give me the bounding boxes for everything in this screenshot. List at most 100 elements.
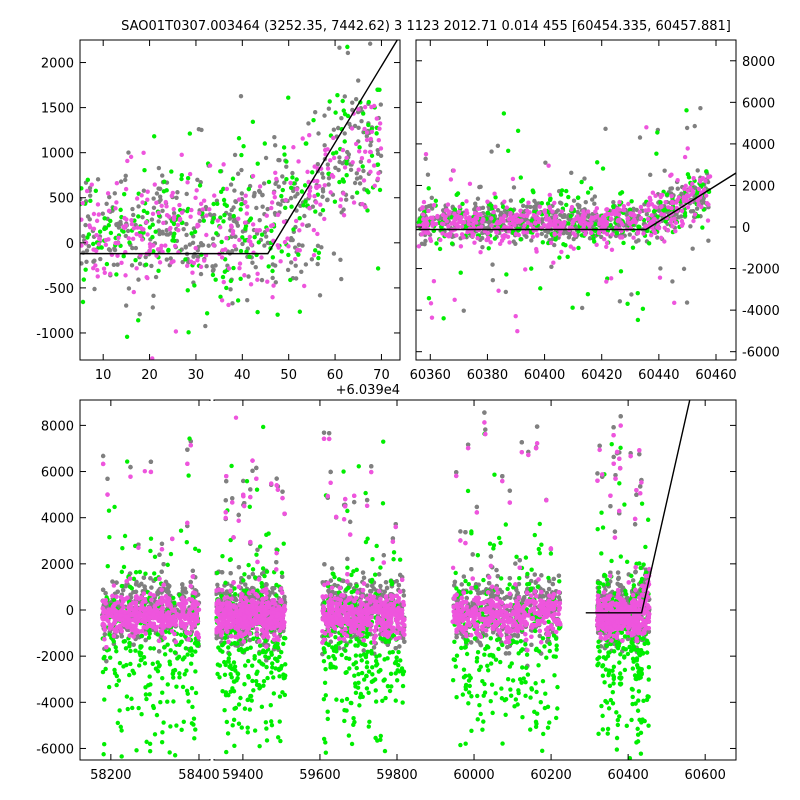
data-point-green — [108, 230, 114, 236]
data-point-green — [529, 218, 534, 223]
data-point-magenta — [215, 218, 220, 223]
data-point-magenta — [331, 155, 337, 161]
data-point-magenta — [111, 633, 117, 639]
data-point-magenta — [207, 163, 213, 168]
data-point-green — [150, 222, 155, 227]
data-point-green — [518, 237, 523, 242]
data-point-grey — [191, 254, 196, 259]
data-point-magenta — [275, 212, 281, 218]
data-point-magenta — [690, 181, 695, 187]
data-point-green — [161, 189, 167, 194]
data-point-magenta — [95, 202, 101, 207]
data-point-magenta — [620, 222, 625, 227]
scatter-points — [100, 436, 202, 759]
data-point-magenta — [655, 225, 660, 230]
data-point-magenta — [609, 232, 615, 237]
data-point-grey — [257, 217, 262, 223]
data-point-green — [255, 161, 260, 166]
data-point-magenta — [176, 228, 181, 233]
data-point-green — [171, 675, 176, 680]
data-point-magenta — [104, 644, 109, 650]
data-point-green — [179, 727, 184, 733]
data-point-grey — [321, 175, 326, 180]
data-point-magenta — [170, 536, 175, 542]
data-point-grey — [130, 206, 135, 212]
data-point-grey — [590, 212, 595, 217]
data-point-green — [218, 169, 223, 174]
data-point-green — [252, 234, 257, 240]
data-point-green — [360, 164, 365, 169]
data-point-magenta — [492, 191, 497, 196]
data-point-grey — [375, 147, 380, 153]
data-point-green — [106, 508, 112, 513]
data-point-green — [426, 296, 432, 301]
data-point-green — [189, 648, 194, 653]
data-point-magenta — [457, 204, 462, 209]
data-point-green — [646, 241, 652, 246]
data-point-green — [259, 232, 265, 237]
data-point-magenta — [102, 627, 108, 633]
data-point-green — [621, 240, 626, 246]
data-point-magenta — [442, 216, 448, 222]
data-point-grey — [261, 181, 267, 186]
data-point-green — [187, 436, 192, 441]
data-point-grey — [655, 235, 660, 240]
data-point-magenta — [356, 107, 361, 112]
data-point-green — [238, 248, 244, 254]
data-point-grey — [171, 210, 177, 216]
data-point-magenta — [177, 217, 183, 223]
data-point-grey — [257, 189, 263, 195]
data-point-magenta — [429, 315, 435, 320]
data-point-grey — [190, 568, 196, 573]
data-point-magenta — [147, 241, 153, 247]
data-point-grey — [358, 175, 363, 180]
data-point-magenta — [243, 199, 248, 205]
data-point-magenta — [237, 265, 242, 271]
data-point-grey — [272, 134, 277, 140]
data-point-grey — [284, 164, 289, 169]
data-point-green — [193, 649, 198, 654]
data-point-green — [148, 646, 153, 651]
data-point-grey — [700, 198, 706, 203]
data-point-green — [112, 671, 118, 676]
data-point-grey — [336, 167, 341, 173]
data-point-green — [246, 186, 252, 192]
data-point-magenta — [190, 270, 195, 275]
data-point-green — [124, 459, 130, 464]
x-tick-label: 70 — [373, 368, 390, 383]
data-point-green — [270, 268, 275, 274]
data-point-magenta — [108, 271, 113, 277]
data-point-green — [344, 173, 349, 178]
data-point-magenta — [188, 214, 193, 219]
data-point-magenta — [173, 639, 178, 645]
data-point-grey — [358, 159, 364, 165]
data-point-green — [119, 569, 125, 575]
data-point-magenta — [470, 233, 475, 239]
data-point-green — [129, 696, 134, 702]
data-point-green — [184, 539, 190, 545]
data-point-grey — [331, 127, 337, 132]
data-point-magenta — [179, 623, 184, 629]
data-point-green — [147, 741, 153, 747]
data-point-green — [365, 208, 370, 213]
data-point-magenta — [118, 594, 124, 600]
data-point-magenta — [169, 628, 175, 634]
data-point-magenta — [317, 183, 322, 189]
data-point-grey — [508, 198, 514, 203]
data-point-magenta — [652, 204, 657, 209]
data-point-grey — [690, 246, 695, 251]
data-point-grey — [158, 186, 163, 192]
data-point-grey — [299, 269, 304, 274]
data-point-grey — [461, 308, 466, 313]
data-point-magenta — [498, 218, 503, 224]
data-point-magenta — [371, 163, 377, 168]
data-point-green — [112, 667, 117, 673]
data-point-grey — [688, 224, 693, 229]
data-point-grey — [599, 234, 604, 240]
data-point-magenta — [559, 249, 564, 255]
data-point-green — [134, 748, 139, 753]
data-point-magenta — [242, 273, 247, 278]
data-point-magenta — [147, 248, 153, 253]
data-point-magenta — [601, 230, 607, 235]
data-point-magenta — [194, 188, 199, 193]
